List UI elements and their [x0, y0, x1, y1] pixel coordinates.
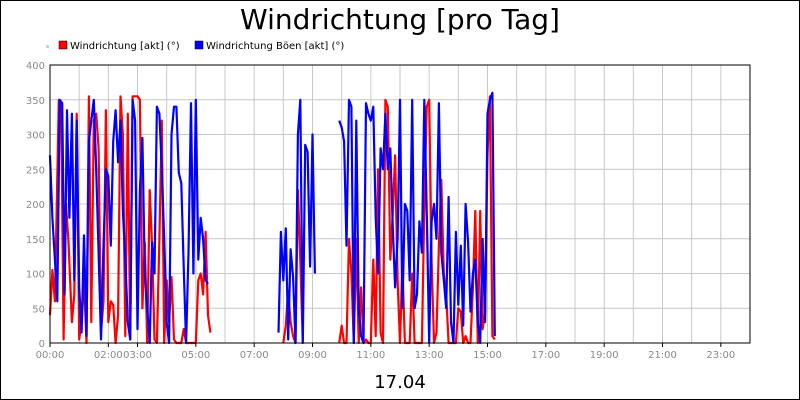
- legend-label: Windrichtung Böen [akt] (°): [206, 41, 344, 52]
- x-axis-label: 17.04: [374, 372, 426, 393]
- legend-swatch: [194, 40, 204, 50]
- series-layer: [48, 91, 496, 345]
- y-tick-label: 150: [26, 235, 45, 246]
- x-tick-label: 13:00: [415, 350, 444, 361]
- x-tick-label: 05:00: [181, 350, 210, 361]
- legend-label: Windrichtung [akt] (°): [70, 41, 180, 52]
- y-tick-label: 200: [26, 200, 45, 211]
- y-tick-label: 100: [26, 270, 45, 281]
- x-tick-label: 23:00: [706, 350, 735, 361]
- tick-labels: 0 50 100 150 200 250 300 350 400 00:00 02:00 03:00 0…: [26, 61, 735, 361]
- x-tick-label: 03:00: [123, 350, 152, 361]
- x-tick-label: 07:00: [240, 350, 269, 361]
- y-tick-label: 0: [39, 339, 45, 350]
- legend-marker-dot: [46, 45, 49, 48]
- plot-area-border: [49, 64, 751, 344]
- x-tick-label: 02:00: [94, 350, 123, 361]
- legend: Windrichtung [akt] (°) Windrichtung Böen …: [46, 40, 344, 52]
- y-tick-label: 400: [26, 61, 45, 72]
- x-tick-label: 11:00: [356, 350, 385, 361]
- x-tick-label: 17:00: [531, 350, 560, 361]
- legend-swatch: [58, 40, 68, 50]
- x-tick-label: 00:00: [36, 350, 65, 361]
- y-tick-label: 50: [32, 304, 45, 315]
- x-tick-label: 21:00: [648, 350, 677, 361]
- x-tick-label: 19:00: [590, 350, 619, 361]
- series-line: [48, 91, 496, 345]
- y-tick-label: 300: [26, 131, 45, 142]
- x-tick-label: 09:00: [298, 350, 327, 361]
- y-tick-label: 350: [26, 96, 45, 107]
- chart-title: Windrichtung [pro Tag]: [240, 3, 560, 36]
- x-tick-label: 15:00: [473, 350, 502, 361]
- y-tick-label: 250: [26, 165, 45, 176]
